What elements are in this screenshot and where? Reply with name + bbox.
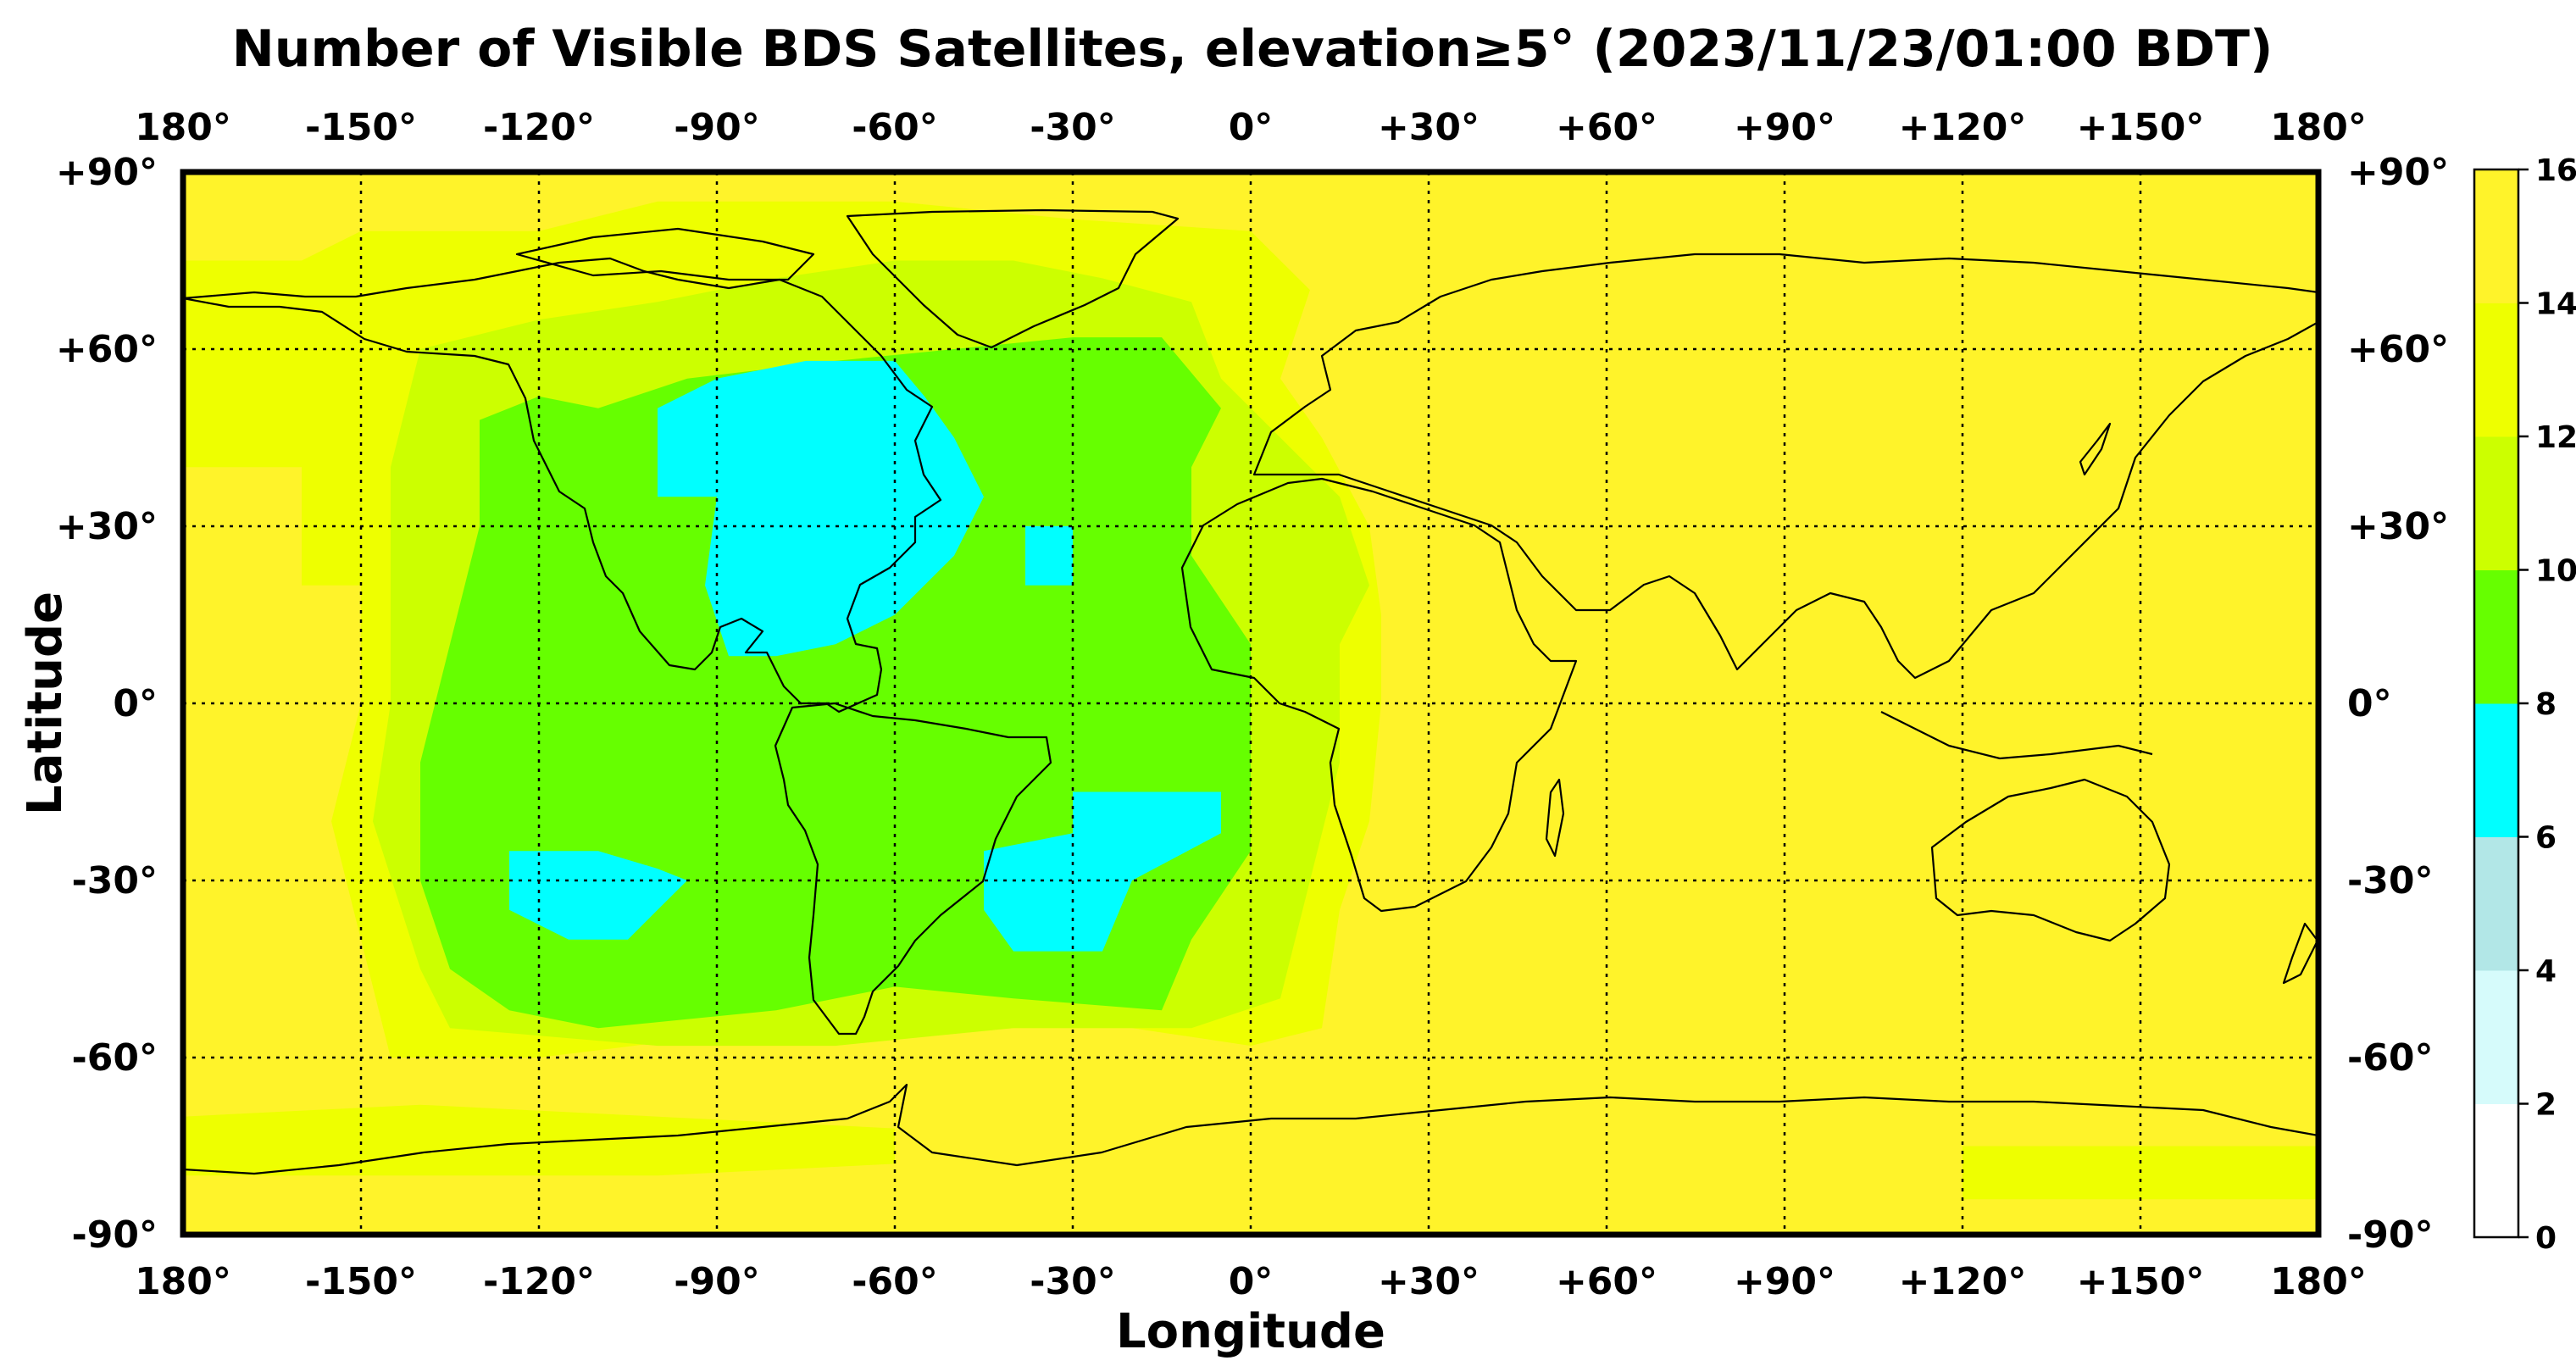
colorbar: 0 2 4 6 8 10 12 14 16 (2473, 153, 2576, 1256)
region-9 (1280, 526, 1340, 597)
lon-tick-label: +30° (1378, 106, 1480, 149)
colorbar-tick-label: 4 (2535, 954, 2557, 989)
lat-tick-label: -30° (2347, 859, 2434, 902)
map-plot-area (180, 169, 2322, 1238)
coastline-antarctica (183, 1083, 2318, 1175)
lon-tick-label: +90° (1734, 106, 1835, 149)
lat-tick-label: +60° (56, 328, 158, 371)
y-axis-label: Latitude (18, 591, 73, 815)
colorbar-swatch (2474, 836, 2518, 971)
lon-tick-label: -90° (674, 1260, 760, 1303)
map-frame (180, 169, 2322, 1238)
lon-tick-label: +150° (2077, 106, 2205, 149)
lat-tick-label: +90° (2347, 151, 2449, 194)
coastline-north-america (183, 257, 942, 714)
colorbar-tick-label: 14 (2535, 287, 2576, 322)
coastline-south-america (774, 702, 1052, 1036)
coastline-australia (1930, 778, 2171, 942)
lat-tick-label: -60° (72, 1036, 158, 1080)
lon-tick-label: +60° (1556, 106, 1657, 149)
colorbar-swatch (2474, 569, 2518, 704)
lat-tick-label: -30° (72, 859, 158, 902)
lon-tick-label: -150° (305, 106, 417, 149)
lon-tick-label: +30° (1378, 1260, 1480, 1303)
longitude-ticks-top: 180° -150° -120° -90° -60° -30° 0° +30° +60° +90°… (135, 106, 2367, 149)
lon-tick-label: +60° (1556, 1260, 1657, 1303)
colorbar-tick-label: 12 (2535, 420, 2576, 455)
region-8 (984, 791, 1221, 952)
lon-tick-label: -150° (305, 1260, 417, 1303)
colorbar-swatch (2474, 970, 2518, 1104)
lat-tick-label: +60° (2347, 328, 2449, 371)
latitude-ticks-left: +90° +60° +30° 0° -30° -60° -90° (56, 151, 158, 1257)
region-7 (450, 791, 687, 940)
lon-tick-label: 180° (2270, 106, 2367, 149)
colorbar-tick-label: 10 (2535, 554, 2576, 589)
lon-tick-label: -120° (483, 106, 595, 149)
coastline-africa (1180, 477, 1578, 913)
region-6 (1025, 526, 1073, 586)
coastline-greenland (846, 208, 1180, 349)
lon-tick-label: -120° (483, 1260, 595, 1303)
colorbar-tick-label: 8 (2535, 687, 2557, 722)
colorbar-swatch (2474, 703, 2518, 837)
colorbar-ticks: 0 2 4 6 8 10 12 14 16 (2518, 153, 2576, 1256)
lon-tick-label: 180° (135, 1260, 231, 1303)
coastlines (183, 208, 2318, 1175)
colorbar-tick-label: 6 (2535, 821, 2557, 856)
lon-tick-label: -90° (674, 106, 760, 149)
lat-tick-label: -90° (2347, 1213, 2434, 1257)
lon-tick-label: +150° (2077, 1260, 2205, 1303)
lat-tick-label: +30° (2347, 505, 2449, 548)
lon-tick-label: 0° (1229, 1260, 1274, 1303)
heatmap-regions (183, 201, 2318, 1200)
colorbar-tick-label: 0 (2535, 1221, 2557, 1256)
lon-tick-label: 0° (1229, 106, 1274, 149)
colorbar-tick-label: 16 (2535, 153, 2576, 188)
lon-tick-label: 180° (2270, 1260, 2367, 1303)
lon-tick-label: -60° (852, 1260, 938, 1303)
lon-tick-label: +90° (1734, 1260, 1835, 1303)
lon-tick-label: +120° (1899, 106, 2027, 149)
x-axis-label: Longitude (1116, 1304, 1385, 1359)
lat-tick-label: +90° (56, 151, 158, 194)
lon-tick-label: 180° (135, 106, 231, 149)
coastline-madagascar (1545, 778, 1565, 858)
lon-tick-label: -30° (1030, 1260, 1116, 1303)
region-1 (183, 1104, 895, 1176)
coastline-indonesia (1880, 711, 2153, 760)
colorbar-swatch (2474, 436, 2518, 570)
map-title: Number of Visible BDS Satellites, elevat… (232, 19, 2273, 79)
colorbar-swatch (2474, 169, 2518, 303)
coastline-japan (2079, 422, 2112, 476)
colorbar-swatches (2474, 169, 2518, 1238)
colorbar-tick-label: 2 (2535, 1088, 2557, 1123)
lat-tick-label: -90° (72, 1213, 158, 1257)
latitude-ticks-right: +90° +60° +30° 0° -30° -60° -90° (2347, 151, 2449, 1257)
lon-tick-label: -60° (852, 106, 938, 149)
coastline-arctic-islands (515, 227, 815, 281)
coastline-eurasia (1252, 253, 2318, 680)
lon-tick-label: -30° (1030, 106, 1116, 149)
lat-tick-label: 0° (2347, 682, 2392, 725)
lat-tick-label: -60° (2347, 1036, 2434, 1080)
lat-tick-label: +30° (56, 505, 158, 548)
region-5 (658, 360, 984, 657)
longitude-ticks-bottom: 180° -150° -120° -90° -60° -30° 0° +30° +60° +90°… (135, 1260, 2367, 1303)
lat-tick-label: 0° (113, 682, 158, 725)
colorbar-swatch (2474, 1103, 2518, 1238)
lon-tick-label: +120° (1899, 1260, 2027, 1303)
colorbar-swatch (2474, 303, 2518, 437)
